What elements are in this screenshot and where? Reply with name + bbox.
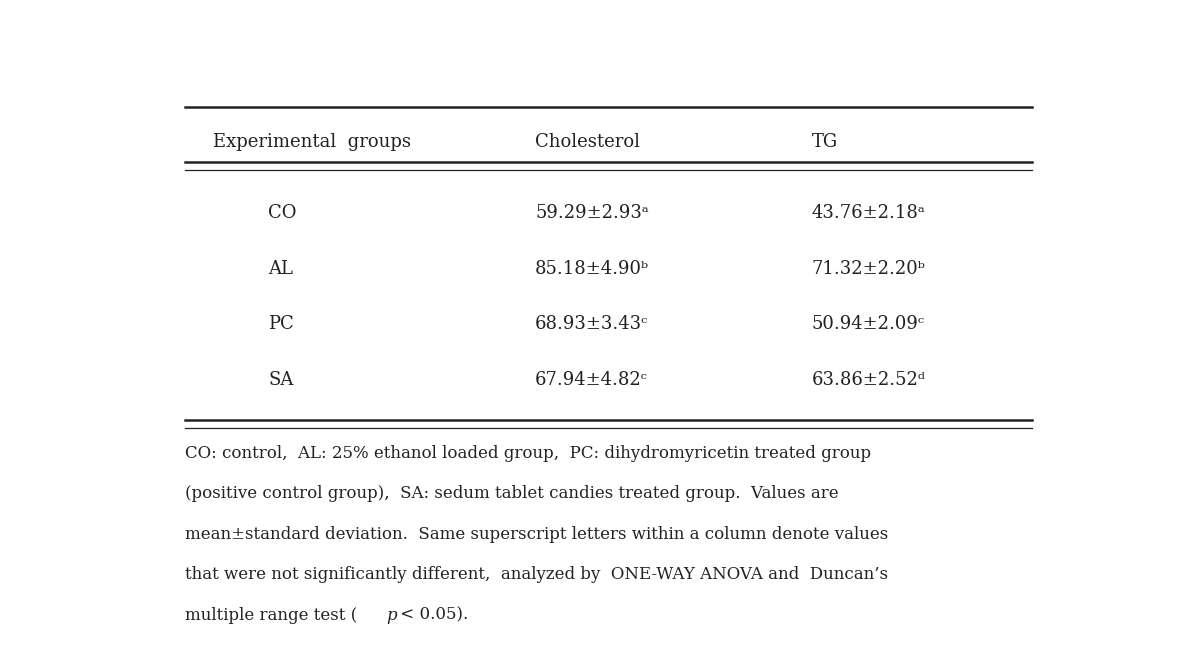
Text: 67.94±4.82ᶜ: 67.94±4.82ᶜ	[535, 371, 649, 389]
Text: Experimental  groups: Experimental groups	[213, 133, 411, 151]
Text: 71.32±2.20ᵇ: 71.32±2.20ᵇ	[811, 260, 925, 277]
Text: mean±standard deviation.  Same superscript letters within a column denote values: mean±standard deviation. Same superscrip…	[185, 526, 889, 543]
Text: 43.76±2.18ᵃ: 43.76±2.18ᵃ	[811, 204, 925, 222]
Text: PC: PC	[268, 315, 293, 333]
Text: multiple range test (: multiple range test (	[185, 606, 358, 623]
Text: AL: AL	[268, 260, 293, 277]
Text: that were not significantly different,  analyzed by  ONE-WAY ANOVA and  Duncan’s: that were not significantly different, a…	[185, 566, 889, 583]
Text: (positive control group),  SA: sedum tablet candies treated group.  Values are: (positive control group), SA: sedum tabl…	[185, 485, 839, 502]
Text: CO: control,  AL: 25% ethanol loaded group,  PC: dihydromyricetin treated group: CO: control, AL: 25% ethanol loaded grou…	[185, 445, 872, 462]
Text: 63.86±2.52ᵈ: 63.86±2.52ᵈ	[811, 371, 925, 389]
Text: 68.93±3.43ᶜ: 68.93±3.43ᶜ	[535, 315, 649, 333]
Text: 50.94±2.09ᶜ: 50.94±2.09ᶜ	[811, 315, 924, 333]
Text: 85.18±4.90ᵇ: 85.18±4.90ᵇ	[535, 260, 650, 277]
Text: CO: CO	[268, 204, 297, 222]
Text: SA: SA	[268, 371, 293, 389]
Text: p: p	[386, 606, 397, 623]
Text: < 0.05).: < 0.05).	[396, 606, 468, 623]
Text: 59.29±2.93ᵃ: 59.29±2.93ᵃ	[535, 204, 649, 222]
Text: TG: TG	[811, 133, 838, 151]
Text: Cholesterol: Cholesterol	[535, 133, 640, 151]
